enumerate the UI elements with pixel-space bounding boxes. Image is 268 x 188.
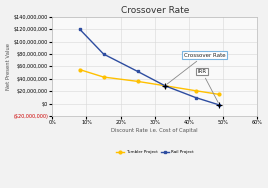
Line: Tumbler Project: Tumbler Project: [78, 68, 221, 96]
Rail Project: [102, 53, 105, 55]
Text: Crossover Rate: Crossover Rate: [167, 53, 225, 84]
Tumbler Project: [136, 80, 139, 83]
X-axis label: Discount Rate i.e. Cost of Capital: Discount Rate i.e. Cost of Capital: [111, 128, 198, 133]
Line: Rail Project: Rail Project: [78, 28, 221, 106]
Text: IRR: IRR: [197, 69, 218, 103]
Tumbler Project: [102, 76, 105, 78]
Tumbler Project: [78, 68, 81, 71]
Rail Project: [218, 104, 221, 106]
Tumbler Project: [218, 93, 221, 96]
Legend: Tumbler Project, Rail Project: Tumbler Project, Rail Project: [114, 149, 195, 156]
Tumbler Project: [194, 90, 197, 92]
Rail Project: [78, 28, 81, 30]
Rail Project: [194, 96, 197, 99]
Tumbler Project: [163, 85, 166, 87]
Y-axis label: Net Present Value: Net Present Value: [6, 43, 10, 90]
Rail Project: [163, 85, 166, 87]
Rail Project: [136, 70, 139, 73]
Title: Crossover Rate: Crossover Rate: [121, 6, 189, 14]
